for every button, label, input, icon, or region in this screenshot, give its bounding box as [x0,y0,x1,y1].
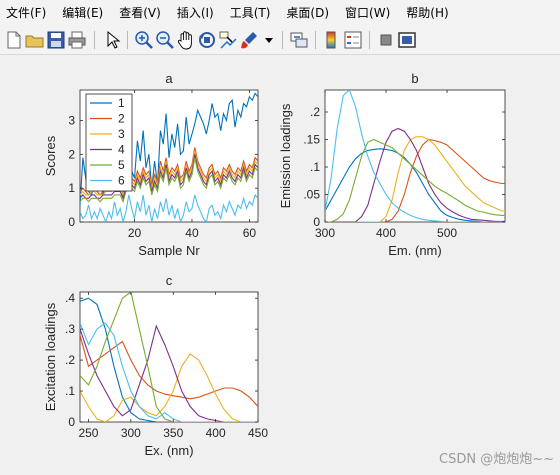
y-tick-label: 3 [68,113,75,127]
zoom-out-icon[interactable] [154,29,176,51]
x-tick-label: 60 [243,226,257,240]
rotate-3d-icon[interactable] [196,29,218,51]
series-line-1 [325,148,505,222]
legend[interactable]: 1 23 45 6 [85,93,133,192]
x-tick-label: 450 [248,426,268,440]
series-line-6 [325,90,505,222]
plot-area [79,291,259,423]
series-line-4 [80,154,258,200]
y-tick-label: .15 [303,133,320,147]
figure-area: 20 40 60 0 1 2 3 a Sample Nr Scores 1 2 3 4 5 6 300 400 50… [0,55,560,475]
series-line-1 [80,297,258,422]
data-cursor-icon[interactable] [217,29,239,51]
menu-help[interactable]: 帮助(H) [406,6,449,20]
link-icon[interactable] [288,29,310,51]
menu-view[interactable]: 查看(V) [119,6,161,20]
menu-window[interactable]: 窗口(W) [345,6,391,20]
y-tick-label: .1 [310,160,320,174]
plot-area [324,89,506,223]
y-tick-label: 0 [68,215,75,229]
series-line-5 [80,292,258,422]
series-line-4 [80,324,258,422]
toolbar [0,26,560,55]
open-folder-icon[interactable] [24,29,46,51]
brush-menu-icon[interactable] [258,29,280,51]
menu-desktop[interactable]: 桌面(D) [286,6,330,20]
show-plot-tools-icon[interactable] [396,29,418,51]
save-icon[interactable] [45,29,67,51]
menu-file[interactable]: 文件(F) [6,6,47,20]
y-tick-label: .2 [310,105,320,119]
legend-label: 2 [118,112,125,126]
menu-bar: 文件(F) 编辑(E) 查看(V) 插入(I) 工具(T) 桌面(D) 窗口(W… [0,0,560,26]
zoom-in-icon[interactable] [133,29,155,51]
menu-edit[interactable]: 编辑(E) [62,6,104,20]
brush-icon[interactable] [238,29,260,51]
new-file-icon[interactable] [3,29,25,51]
series-line-5 [325,138,505,222]
y-tick-label: 0 [313,215,320,229]
series-line-5 [80,157,258,204]
y-tick-label: 1 [68,181,75,195]
y-tick-label: 2 [68,147,75,161]
y-tick-label: 0 [68,415,75,429]
series-line-3 [80,150,258,197]
x-tick-label: 500 [437,226,457,240]
print-icon[interactable] [66,29,88,51]
legend-label: 1 [118,96,125,110]
legend-label: 4 [118,143,125,157]
x-tick-label: 40 [185,226,199,240]
series-line-4 [325,127,505,222]
menu-insert[interactable]: 插入(I) [176,6,214,20]
chart-title: b [411,71,418,86]
x-axis-label: Em. (nm) [388,243,441,258]
y-tick-label: .2 [65,353,75,367]
series-line-2 [325,138,505,222]
series-line-2 [80,335,258,407]
menu-tools[interactable]: 工具(T) [229,6,271,20]
legend-box [85,93,133,192]
x-tick-label: 400 [206,426,226,440]
y-tick-label: .1 [65,384,75,398]
chart-title: a [165,71,173,86]
y-axis-label: Excitation loadings [43,302,58,411]
watermark: CSDN @炮炮炮~~ [439,452,554,467]
x-tick-label: 350 [163,426,183,440]
x-tick-label: 300 [315,226,335,240]
x-tick-label: 300 [121,426,141,440]
y-axis-label: Emission loadings [278,103,293,208]
series-line-3 [325,136,505,222]
axes-c[interactable]: 250 300 350 400 450 0 .1 .2 .3 .4 c Ex. (nm) Excitat… [43,273,268,458]
y-tick-label: .05 [303,188,320,202]
x-axis-label: Sample Nr [138,243,200,258]
series-line-6 [80,193,258,222]
pan-hand-icon[interactable] [175,29,197,51]
chart-title: c [166,273,173,288]
series-line-6 [80,322,258,422]
legend-icon[interactable] [342,29,364,51]
x-tick-label: 400 [376,226,396,240]
colorbar-icon[interactable] [320,29,342,51]
x-tick-label: 20 [128,226,142,240]
y-tick-label: .3 [65,322,75,336]
x-axis-label: Ex. (nm) [144,443,193,458]
x-tick-label: 250 [78,426,98,440]
hide-plot-tools-icon[interactable] [375,29,397,51]
legend-label: 3 [118,127,125,141]
legend-label: 5 [118,158,125,172]
y-axis-label: Scores [43,135,58,176]
legend-label: 6 [118,174,125,188]
pointer-icon[interactable] [101,29,123,51]
series-line-3 [80,353,258,422]
y-tick-label: .4 [65,291,75,305]
axes-b[interactable]: 300 400 500 0 .05 .1 .15 .2 b Em. (nm) Emission lo… [278,71,506,258]
